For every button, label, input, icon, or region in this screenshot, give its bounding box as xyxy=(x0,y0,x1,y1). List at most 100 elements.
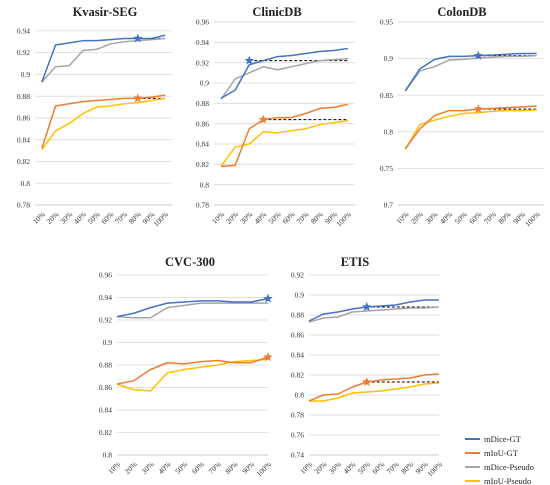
chart-kvasir-seg-title: Kvasir-SEG xyxy=(73,5,138,19)
chart-clinicdb-y-tick-label: 0.88 xyxy=(196,99,209,108)
chart-kvasir-seg-series-mdice-pseudo xyxy=(41,37,166,83)
chart-etis-y-tick-label: 0.78 xyxy=(291,411,304,420)
chart-clinicdb-series-mdice-gt xyxy=(220,47,349,99)
chart-cvc-300-x-tick-label: 60% xyxy=(190,460,206,476)
chart-colondb-series-miou-pseudo xyxy=(404,109,537,150)
chart-colondb-star-marker-miou-gt xyxy=(473,104,484,114)
chart-kvasir-seg-y-tick-label: 0.84 xyxy=(17,135,30,144)
chart-clinicdb-series-miou-gt xyxy=(220,103,349,168)
chart-clinicdb-x-tick-label: 10% xyxy=(210,210,226,226)
chart-etis-x-tick-label: 10% xyxy=(298,460,314,476)
chart-kvasir-seg-x-tick-label: 60% xyxy=(99,210,115,226)
chart-cvc-300-x-tick-label: 80% xyxy=(223,460,239,476)
chart-kvasir-seg-series-mdice-gt xyxy=(41,34,166,83)
chart-colondb-y-tick-label: 0.95 xyxy=(380,18,393,27)
chart-etis-x-tick-label: 70% xyxy=(385,460,401,476)
chart-colondb-x-tick-label: 10% xyxy=(394,210,410,226)
chart-clinicdb-series-mdice-pseudo xyxy=(220,57,349,100)
chart-etis-series-miou-pseudo xyxy=(309,382,440,402)
chart-kvasir-seg-star-marker-miou-gt xyxy=(132,93,143,103)
chart-colondb-x-tick-label: 30% xyxy=(424,210,440,226)
chart-cvc-300-y-tick-label: 0.96 xyxy=(99,271,112,280)
chart-colondb-x-tick-label: 80% xyxy=(497,210,513,226)
chart-etis-x-tick-label: 80% xyxy=(399,460,415,476)
chart-etis-y-tick-label: 0.86 xyxy=(291,331,304,340)
chart-cvc-300-y-tick-label: 0.82 xyxy=(99,428,112,437)
chart-kvasir-seg-y-tick-label: 0.86 xyxy=(17,114,30,123)
chart-clinicdb-y-tick-label: 0.82 xyxy=(196,160,209,169)
chart-clinicdb-x-tick-label: 40% xyxy=(252,210,268,226)
chart-cvc-300-x-tick-label: 50% xyxy=(173,460,189,476)
chart-kvasir-seg-y-tick-label: 0.9 xyxy=(21,70,31,79)
chart-kvasir-seg-y-tick-label: 0.94 xyxy=(17,26,30,35)
chart-cvc-300-y-tick-label: 0.88 xyxy=(99,361,112,370)
chart-cvc-300-series-mdice-pseudo xyxy=(116,302,268,319)
chart-colondb-star-marker-mdice-gt xyxy=(473,50,484,60)
chart-colondb-x-tick-label: 40% xyxy=(438,210,454,226)
chart-cvc-300-x-tick-label: 100% xyxy=(254,460,273,479)
chart-clinicdb-y-tick-label: 0.96 xyxy=(196,18,209,27)
chart-clinicdb-x-tick-label: 50% xyxy=(266,210,282,226)
chart-clinicdb: ClinicDB 0.78 0.8 0.82 0.84 0.86 0.88 0.9 0.92 0.… xyxy=(196,5,355,229)
chart-cvc-300-series-miou-pseudo xyxy=(116,358,269,392)
chart-kvasir-seg: Kvasir-SEG 0.78 0.8 0.82 0.84 0.86 0.88 0.9 0.92… xyxy=(17,5,172,229)
chart-etis-y-tick-label: 0.74 xyxy=(291,451,304,460)
chart-cvc-300-star-marker-mdice-gt xyxy=(263,293,273,303)
chart-etis-series-miou-gt xyxy=(308,373,440,402)
legend: mDice-GT mIoU-GT mDice-Pseudo mIoU-Pseudo xyxy=(465,434,534,485)
chart-colondb-x-tick-label: 50% xyxy=(453,210,469,226)
chart-cvc-300-y-tick-label: 0.8 xyxy=(103,451,113,460)
chart-kvasir-seg-y-tick-label: 0.82 xyxy=(17,157,30,166)
chart-etis-star-marker-mdice-gt xyxy=(362,302,372,312)
chart-etis-x-tick-label: 60% xyxy=(370,460,386,476)
chart-cvc-300-y-tick-label: 0.94 xyxy=(99,293,112,302)
chart-clinicdb-star-marker-mdice-gt xyxy=(244,55,255,65)
chart-kvasir-seg-x-tick-label: 30% xyxy=(58,210,74,226)
chart-clinicdb-x-tick-label: 60% xyxy=(281,210,297,226)
chart-kvasir-seg-series-miou-pseudo xyxy=(41,97,166,150)
chart-cvc-300-x-tick-label: 10% xyxy=(106,460,122,476)
chart-clinicdb-star-marker-miou-gt xyxy=(258,114,269,124)
chart-clinicdb-y-tick-label: 0.92 xyxy=(196,58,209,67)
chart-colondb-y-tick-label: 0.85 xyxy=(380,91,393,100)
chart-clinicdb-x-tick-label: 100% xyxy=(334,210,353,229)
legend-label-mdice-pseudo: mDice-Pseudo xyxy=(484,462,534,472)
chart-kvasir-seg-x-tick-label: 70% xyxy=(113,210,129,226)
chart-kvasir-seg-x-tick-label: 50% xyxy=(86,210,102,226)
chart-etis-y-tick-label: 0.82 xyxy=(291,371,304,380)
chart-etis-star-marker-miou-gt xyxy=(362,377,372,387)
chart-etis-y-tick-label: 0.84 xyxy=(291,351,304,360)
chart-colondb-x-tick-label: 100% xyxy=(523,210,542,229)
chart-etis-x-tick-label: 30% xyxy=(327,460,343,476)
chart-etis-x-tick-label: 40% xyxy=(341,460,357,476)
chart-clinicdb-y-tick-label: 0.94 xyxy=(196,38,209,47)
chart-cvc-300-y-tick-label: 0.86 xyxy=(99,383,112,392)
chart-colondb-x-tick-label: 70% xyxy=(482,210,498,226)
legend-label-miou-pseudo: mIoU-Pseudo xyxy=(484,476,531,485)
chart-cvc-300-x-tick-label: 70% xyxy=(207,460,223,476)
legend-label-mdice-gt: mDice-GT xyxy=(484,434,522,444)
chart-kvasir-seg-x-tick-label: 80% xyxy=(127,210,143,226)
chart-cvc-300-x-tick-label: 30% xyxy=(140,460,156,476)
chart-etis: ETIS 0.74 0.76 0.78 0.8 0.82 0.84 0.86 0.88 0.9 0.… xyxy=(291,255,444,479)
chart-kvasir-seg-x-tick-label: 10% xyxy=(31,210,47,226)
chart-cvc-300-x-tick-label: 20% xyxy=(123,460,139,476)
chart-colondb-y-tick-label: 0.9 xyxy=(384,54,394,63)
chart-etis-y-tick-label: 0.9 xyxy=(295,291,305,300)
chart-colondb-x-tick-label: 20% xyxy=(409,210,425,226)
chart-colondb-series-mdice-pseudo xyxy=(404,54,537,92)
chart-cvc-300-y-tick-label: 0.9 xyxy=(103,338,113,347)
chart-etis-x-tick-label: 50% xyxy=(356,460,372,476)
chart-colondb-title: ColonDB xyxy=(437,5,486,19)
chart-kvasir-seg-series-miou-gt xyxy=(41,94,166,149)
chart-kvasir-seg-star-marker-mdice-gt xyxy=(132,33,143,43)
chart-colondb: ColonDB 0.7 0.75 0.8 0.85 0.9 0.95 10%20%30%40%… xyxy=(380,5,544,229)
chart-clinicdb-title: ClinicDB xyxy=(252,5,301,19)
chart-etis-series-mdice-pseudo xyxy=(308,306,440,323)
chart-etis-y-tick-label: 0.88 xyxy=(291,311,304,320)
chart-kvasir-seg-x-tick-label: 100% xyxy=(152,210,171,229)
chart-colondb-y-tick-label: 0.75 xyxy=(380,164,393,173)
chart-etis-y-tick-label: 0.76 xyxy=(291,431,304,440)
chart-kvasir-seg-y-tick-label: 0.88 xyxy=(17,92,30,101)
chart-clinicdb-series-miou-pseudo xyxy=(220,119,349,167)
